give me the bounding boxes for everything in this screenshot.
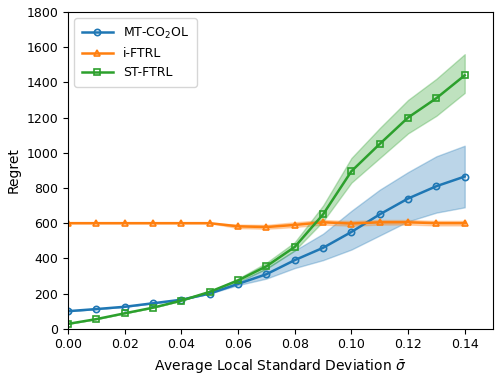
i-FTRL bbox=[376, 220, 382, 225]
ST-FTRL bbox=[292, 244, 298, 249]
ST-FTRL bbox=[65, 322, 71, 326]
MT-CO$_2$OL bbox=[292, 258, 298, 262]
i-FTRL bbox=[348, 221, 354, 226]
ST-FTRL bbox=[235, 278, 241, 283]
i-FTRL bbox=[462, 221, 468, 225]
i-FTRL bbox=[65, 221, 71, 225]
i-FTRL bbox=[320, 220, 326, 225]
ST-FTRL bbox=[405, 115, 411, 120]
MT-CO$_2$OL bbox=[94, 307, 100, 311]
Line: MT-CO$_2$OL: MT-CO$_2$OL bbox=[65, 173, 468, 314]
i-FTRL bbox=[235, 224, 241, 228]
i-FTRL bbox=[122, 221, 128, 225]
ST-FTRL bbox=[320, 212, 326, 217]
ST-FTRL bbox=[150, 305, 156, 310]
i-FTRL bbox=[207, 221, 213, 225]
MT-CO$_2$OL bbox=[434, 184, 440, 188]
Y-axis label: Regret: Regret bbox=[7, 147, 21, 193]
MT-CO$_2$OL bbox=[376, 212, 382, 217]
Line: ST-FTRL: ST-FTRL bbox=[65, 72, 468, 327]
i-FTRL bbox=[292, 223, 298, 227]
Line: i-FTRL: i-FTRL bbox=[65, 219, 468, 230]
ST-FTRL bbox=[348, 169, 354, 173]
MT-CO$_2$OL bbox=[348, 230, 354, 234]
i-FTRL bbox=[94, 221, 100, 225]
i-FTRL bbox=[178, 221, 184, 225]
ST-FTRL bbox=[94, 317, 100, 321]
Legend: MT-CO$_2$OL, i-FTRL, ST-FTRL: MT-CO$_2$OL, i-FTRL, ST-FTRL bbox=[74, 18, 197, 87]
ST-FTRL bbox=[207, 290, 213, 294]
MT-CO$_2$OL bbox=[462, 174, 468, 179]
ST-FTRL bbox=[178, 298, 184, 303]
X-axis label: Average Local Standard Deviation $\bar{\sigma}$: Average Local Standard Deviation $\bar{\… bbox=[154, 357, 407, 375]
MT-CO$_2$OL bbox=[150, 301, 156, 306]
MT-CO$_2$OL bbox=[178, 298, 184, 302]
i-FTRL bbox=[405, 220, 411, 225]
ST-FTRL bbox=[434, 96, 440, 100]
MT-CO$_2$OL bbox=[405, 196, 411, 201]
ST-FTRL bbox=[122, 311, 128, 316]
ST-FTRL bbox=[462, 73, 468, 78]
MT-CO$_2$OL bbox=[65, 309, 71, 314]
MT-CO$_2$OL bbox=[264, 272, 270, 277]
i-FTRL bbox=[264, 225, 270, 229]
i-FTRL bbox=[434, 221, 440, 225]
MT-CO$_2$OL bbox=[122, 304, 128, 309]
MT-CO$_2$OL bbox=[235, 282, 241, 286]
i-FTRL bbox=[150, 221, 156, 225]
ST-FTRL bbox=[376, 142, 382, 146]
MT-CO$_2$OL bbox=[320, 246, 326, 250]
MT-CO$_2$OL bbox=[207, 291, 213, 296]
ST-FTRL bbox=[264, 264, 270, 269]
